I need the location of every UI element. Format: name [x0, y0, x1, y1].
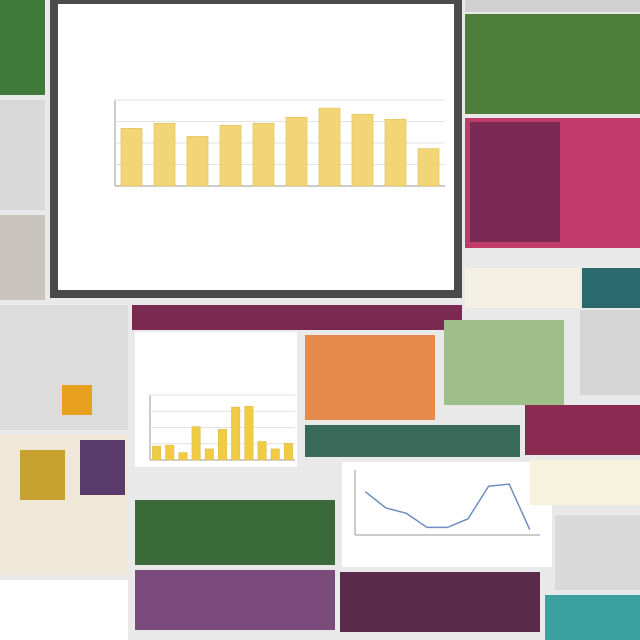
chart-panel — [342, 462, 552, 567]
document-tile — [555, 515, 640, 590]
document-tile — [0, 100, 45, 210]
pattern-tile — [465, 14, 640, 114]
bar — [231, 406, 241, 461]
illustration-tile — [444, 320, 564, 405]
bar — [244, 405, 254, 461]
photo-tile — [580, 310, 640, 395]
bar — [417, 148, 440, 187]
photo-tile — [0, 215, 45, 300]
bar — [252, 123, 275, 187]
charts — [114, 99, 540, 536]
photo-tile — [340, 572, 540, 632]
chart-panel — [135, 332, 297, 467]
line-series — [364, 483, 531, 530]
figure-detail — [80, 440, 125, 495]
icon-tile — [62, 385, 92, 415]
bar — [120, 128, 143, 187]
photo-tile — [135, 500, 335, 565]
bar — [283, 443, 293, 461]
bar — [384, 118, 407, 187]
photo-tile — [0, 0, 45, 95]
bar — [270, 448, 280, 461]
bar — [191, 426, 201, 461]
bar — [219, 125, 242, 187]
illustration-detail — [470, 122, 560, 242]
bar — [318, 107, 341, 187]
mini-chart-tile — [0, 580, 128, 640]
photo-tile — [525, 405, 640, 455]
bar — [152, 445, 162, 461]
bar — [186, 136, 209, 187]
bar — [285, 116, 308, 187]
bar — [257, 441, 267, 461]
mini-chart-tile — [465, 268, 580, 308]
strip-tile — [132, 305, 462, 330]
bar — [204, 448, 214, 461]
figure-detail — [20, 450, 65, 500]
strip-tile — [465, 0, 640, 12]
strip-tile — [305, 425, 520, 457]
bar — [178, 452, 188, 461]
photo-tile — [545, 595, 640, 640]
illustration-tile — [305, 335, 435, 420]
bar — [165, 444, 175, 461]
bar — [153, 123, 176, 187]
photo-tile — [135, 570, 335, 630]
mini-chart-tile — [530, 460, 640, 505]
photo-tile — [582, 268, 640, 308]
bar — [218, 429, 227, 461]
bar — [351, 113, 374, 187]
